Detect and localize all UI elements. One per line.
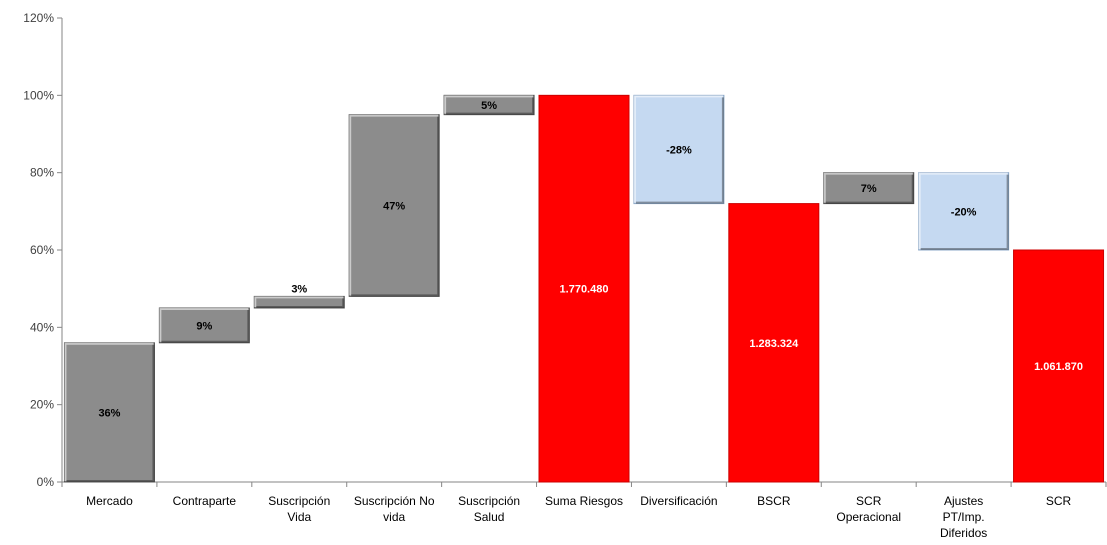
x-category-label: Suscripción <box>458 494 520 508</box>
x-category-label: vida <box>383 510 405 524</box>
x-category-label: Vida <box>287 510 311 524</box>
x-category-label: BSCR <box>757 494 791 508</box>
bar-bevel-highlight <box>349 114 439 296</box>
bar-reduction <box>918 172 1010 251</box>
y-tick-label: 80% <box>30 166 54 180</box>
bar-reduction <box>633 94 725 205</box>
y-tick-label: 120% <box>23 11 54 25</box>
x-category-label: Salud <box>474 510 505 524</box>
bar-bevel-shadow <box>920 174 1009 250</box>
y-tick-label: 0% <box>37 475 55 489</box>
bar-bevel-shadow <box>635 97 724 204</box>
bar-data-label: 7% <box>861 183 877 195</box>
bar-bevel-shadow <box>351 116 440 297</box>
x-category-label: SCR <box>856 494 882 508</box>
x-category-label: Diversificación <box>640 494 717 508</box>
bar-bevel-shadow <box>256 298 345 308</box>
x-category-label: Suscripción No <box>354 494 435 508</box>
bar-bevel-highlight <box>444 95 534 114</box>
bar-bevel-shadow <box>161 310 250 343</box>
bar-data-label: 36% <box>98 407 120 419</box>
bar-component <box>348 114 440 297</box>
bar-bevel-highlight <box>64 342 154 481</box>
x-category-label: Diferidos <box>940 526 987 540</box>
bar-data-label: -28% <box>666 144 692 156</box>
bar-data-label: 1.061.870 <box>1034 361 1083 373</box>
x-category-label: SCR <box>1046 494 1072 508</box>
bar-bevel-shadow <box>66 344 155 482</box>
bar-component <box>823 172 915 205</box>
x-category-label: Ajustes <box>944 494 983 508</box>
x-category-label: Suma Riesgos <box>545 494 623 508</box>
bar-data-label: 1.770.480 <box>560 284 609 296</box>
y-tick-label: 40% <box>30 320 54 334</box>
bar-bevel-highlight <box>159 308 249 342</box>
x-category-label: Mercado <box>86 494 133 508</box>
x-category-label: Operacional <box>836 510 901 524</box>
bar-bevel-highlight <box>633 95 723 203</box>
bar-data-label: 5% <box>481 100 497 112</box>
bar-component <box>158 307 250 344</box>
bar-total <box>1013 249 1105 483</box>
bar-bevel-highlight <box>254 296 344 307</box>
bar-data-label: 9% <box>196 320 212 332</box>
bar-data-label: 47% <box>383 201 405 213</box>
y-tick-label: 20% <box>30 398 54 412</box>
bar-bevel-shadow <box>446 97 535 115</box>
bar-bevel-shadow <box>825 174 914 204</box>
bar-total <box>728 203 820 483</box>
label-layer: Mercado Contraparte Suscripción Vida Suscrip… <box>86 100 1083 540</box>
y-tick-label: 100% <box>23 88 54 102</box>
x-category-label: Contraparte <box>173 494 237 508</box>
y-tick-label: 60% <box>30 243 54 257</box>
bar-bevel-highlight <box>823 172 913 203</box>
x-category-label: Suscripción <box>268 494 330 508</box>
bar-data-label: 3% <box>291 283 307 295</box>
bar-data-label: 1.283.324 <box>749 338 799 350</box>
bar-total <box>538 94 630 483</box>
bar-layer <box>63 94 1105 483</box>
x-category-label: PT/Imp. <box>943 510 985 524</box>
axis-layer: 0% 20% 40% 60% 80% 100% 120% <box>23 11 1107 489</box>
bar-data-label: -20% <box>951 206 977 218</box>
bar-bevel-highlight <box>918 172 1008 249</box>
